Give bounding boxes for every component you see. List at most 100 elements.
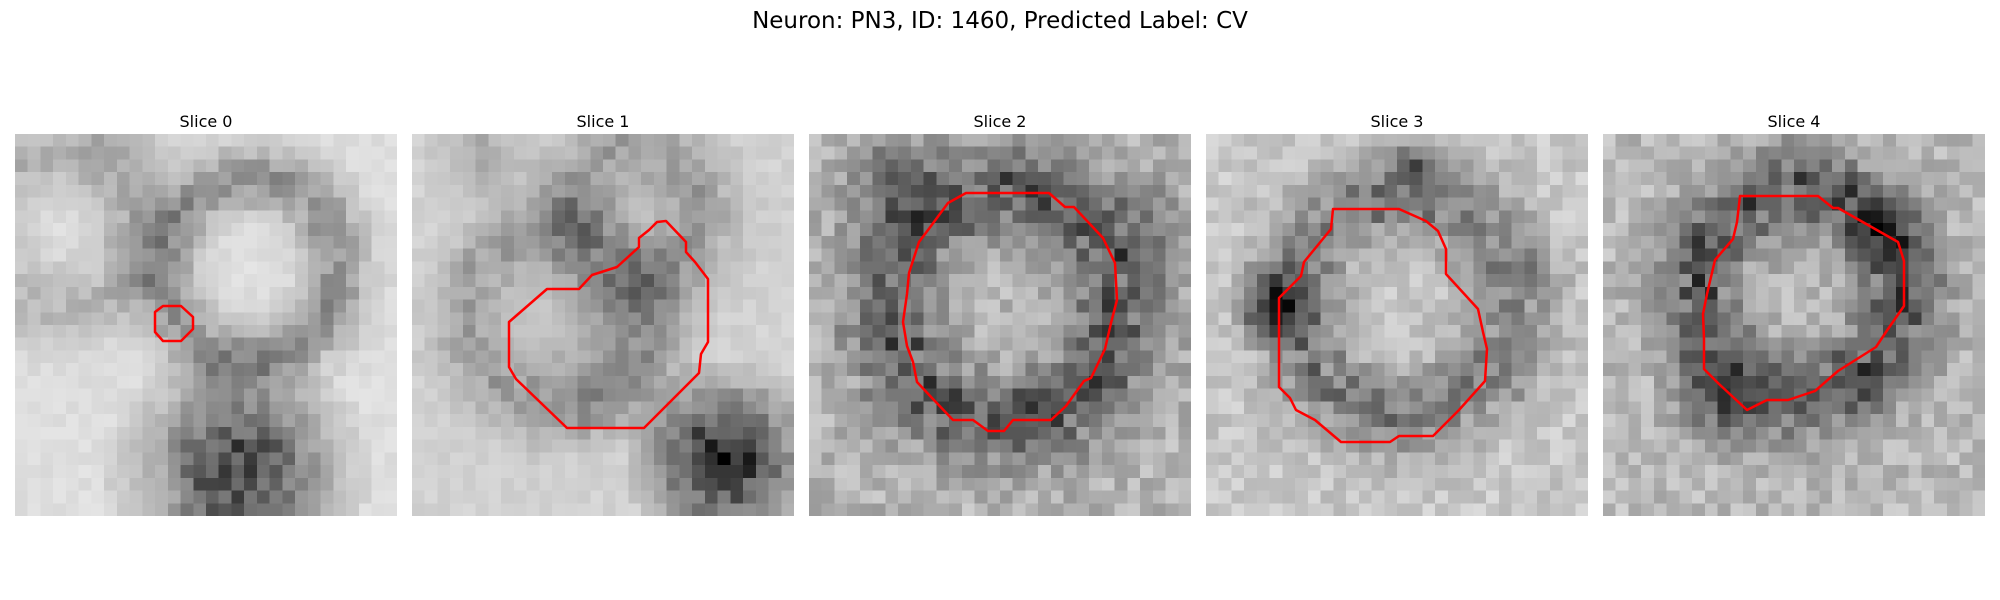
image-pixel [282, 490, 296, 504]
image-pixel [1755, 235, 1770, 250]
image-pixel [218, 299, 233, 313]
image-pixel [307, 248, 322, 262]
image-pixel [384, 503, 397, 516]
image-pixel [1371, 235, 1385, 250]
image-pixel [872, 274, 886, 288]
image-pixel [1038, 452, 1052, 466]
image-pixel [371, 477, 385, 492]
image-pixel [1653, 172, 1668, 186]
image-pixel [1498, 388, 1513, 402]
image-pixel [1384, 363, 1398, 377]
image-pixel [282, 146, 296, 161]
image-pixel [371, 184, 385, 199]
image-pixel [539, 426, 553, 441]
image-pixel [1679, 223, 1693, 237]
image-pixel [346, 465, 360, 479]
image-pixel [91, 401, 105, 415]
image-pixel [730, 490, 744, 504]
image-pixel [821, 452, 836, 466]
image-pixel [1870, 388, 1884, 402]
image-pixel [679, 452, 693, 466]
image-pixel [1012, 210, 1027, 224]
image-pixel [78, 146, 92, 161]
image-pixel [424, 414, 439, 428]
image-pixel [15, 146, 29, 161]
image-pixel [437, 261, 451, 275]
image-pixel [155, 363, 169, 377]
image-pixel [1089, 490, 1103, 504]
image-pixel [129, 401, 143, 415]
image-pixel [1486, 299, 1500, 313]
image-pixel [1127, 375, 1141, 390]
image-pixel [1666, 490, 1680, 504]
image-pixel [1140, 312, 1154, 326]
image-pixel [1333, 299, 1347, 313]
image-pixel [847, 375, 861, 390]
image-pixel [371, 503, 385, 516]
image-pixel [155, 134, 169, 148]
image-pixel [526, 210, 540, 224]
image-pixel [1844, 184, 1859, 199]
image-pixel [53, 375, 67, 390]
image-pixel [206, 477, 220, 492]
image-pixel [768, 350, 782, 364]
image-pixel [1409, 401, 1424, 415]
image-pixel [1628, 299, 1642, 313]
image-pixel [358, 261, 373, 275]
image-pixel [1320, 134, 1334, 148]
image-pixel [1908, 159, 1922, 173]
image-pixel [1511, 388, 1525, 402]
image-pixel [1959, 325, 1973, 339]
image-pixel [1603, 159, 1617, 173]
image-pixel [256, 312, 271, 326]
image-pixel [371, 248, 385, 262]
image-pixel [1537, 426, 1551, 441]
image-pixel [91, 299, 105, 313]
image-pixel [1089, 235, 1103, 250]
image-pixel [307, 337, 322, 352]
image-pixel [768, 325, 782, 339]
image-pixel [1959, 375, 1973, 390]
image-pixel [384, 261, 397, 275]
image-pixel [821, 172, 836, 186]
image-pixel [462, 286, 477, 301]
image-pixel [949, 235, 963, 250]
image-pixel [1025, 261, 1039, 275]
image-pixel [475, 325, 489, 339]
image-pixel [1704, 363, 1719, 377]
image-pixel [1895, 274, 1910, 288]
image-pixel [1244, 503, 1258, 516]
image-pixel [155, 286, 169, 301]
image-pixel [1346, 248, 1360, 262]
image-pixel [1076, 172, 1090, 186]
image-pixel [1628, 197, 1642, 211]
image-pixel [104, 477, 118, 492]
image-pixel [1152, 477, 1167, 492]
image-pixel [1755, 248, 1770, 262]
image-pixel [1000, 477, 1014, 492]
image-pixel [142, 375, 156, 390]
image-pixel [821, 388, 836, 402]
image-pixel [1371, 312, 1385, 326]
image-pixel [615, 197, 630, 211]
image-pixel [1870, 299, 1884, 313]
image-pixel [1628, 426, 1642, 441]
image-pixel [872, 223, 886, 237]
image-pixel [1549, 235, 1564, 250]
image-pixel [1666, 363, 1680, 377]
image-pixel [1346, 235, 1360, 250]
image-pixel [269, 452, 283, 466]
image-pixel [53, 172, 67, 186]
image-pixel [1050, 503, 1065, 516]
image-pixel [1089, 337, 1103, 352]
image-pixel [104, 363, 118, 377]
image-pixel [666, 146, 680, 161]
image-pixel [1743, 197, 1757, 211]
image-pixel [1358, 503, 1373, 516]
image-pixel [641, 172, 655, 186]
image-pixel [717, 223, 731, 237]
image-pixel [1628, 439, 1642, 453]
image-pixel [1524, 350, 1538, 364]
image-pixel [1371, 490, 1385, 504]
image-pixel [704, 197, 719, 211]
